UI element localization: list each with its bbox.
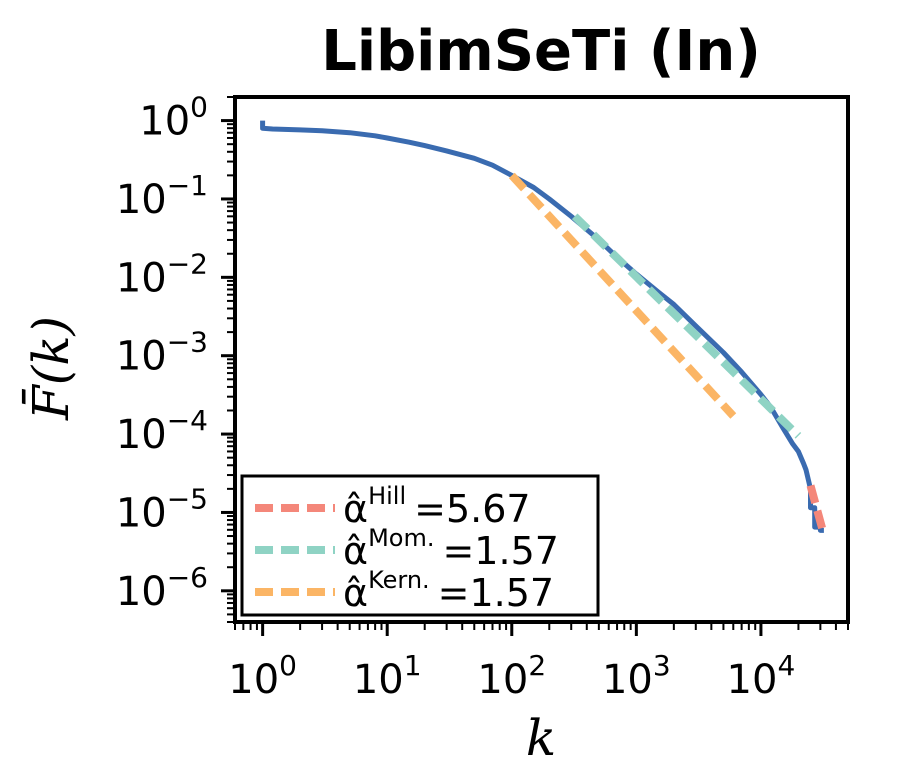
- y-axis-label: F̄(k): [21, 316, 80, 421]
- y-tick-label: 10−4: [116, 404, 208, 458]
- x-tick-label: 103: [602, 649, 671, 703]
- y-tick-label: 100: [139, 91, 208, 145]
- legend: α̂Hill =5.67α̂Mom. =1.57α̂Kern. =1.57: [240, 474, 600, 617]
- x-axis-label: k: [526, 709, 556, 765]
- y-tick-label: 10−6: [116, 561, 208, 615]
- y-tick-label: 10−2: [116, 247, 208, 301]
- y-tick-label: 10−5: [116, 482, 208, 536]
- fit-line-mom: [571, 213, 802, 439]
- y-tick-label: 10−3: [116, 326, 208, 380]
- chart-title: LibimSeTi (In): [321, 19, 761, 84]
- x-tick-label: 104: [727, 649, 796, 703]
- x-tick-label: 100: [228, 649, 297, 703]
- legend-entry: α̂Hill =5.67: [343, 482, 531, 531]
- fit-line-kern: [508, 172, 737, 419]
- x-tick-label: 101: [353, 649, 422, 703]
- x-tick-label: 102: [477, 649, 546, 703]
- legend-entry: α̂Mom. =1.57: [343, 524, 559, 573]
- y-tick-label: 10−1: [116, 169, 208, 223]
- ccdf-line: [260, 120, 824, 533]
- legend-entry: α̂Kern. =1.57: [343, 566, 554, 615]
- series-group: [260, 120, 828, 536]
- legend-box: [240, 474, 600, 617]
- fit-line-hill: [806, 484, 828, 536]
